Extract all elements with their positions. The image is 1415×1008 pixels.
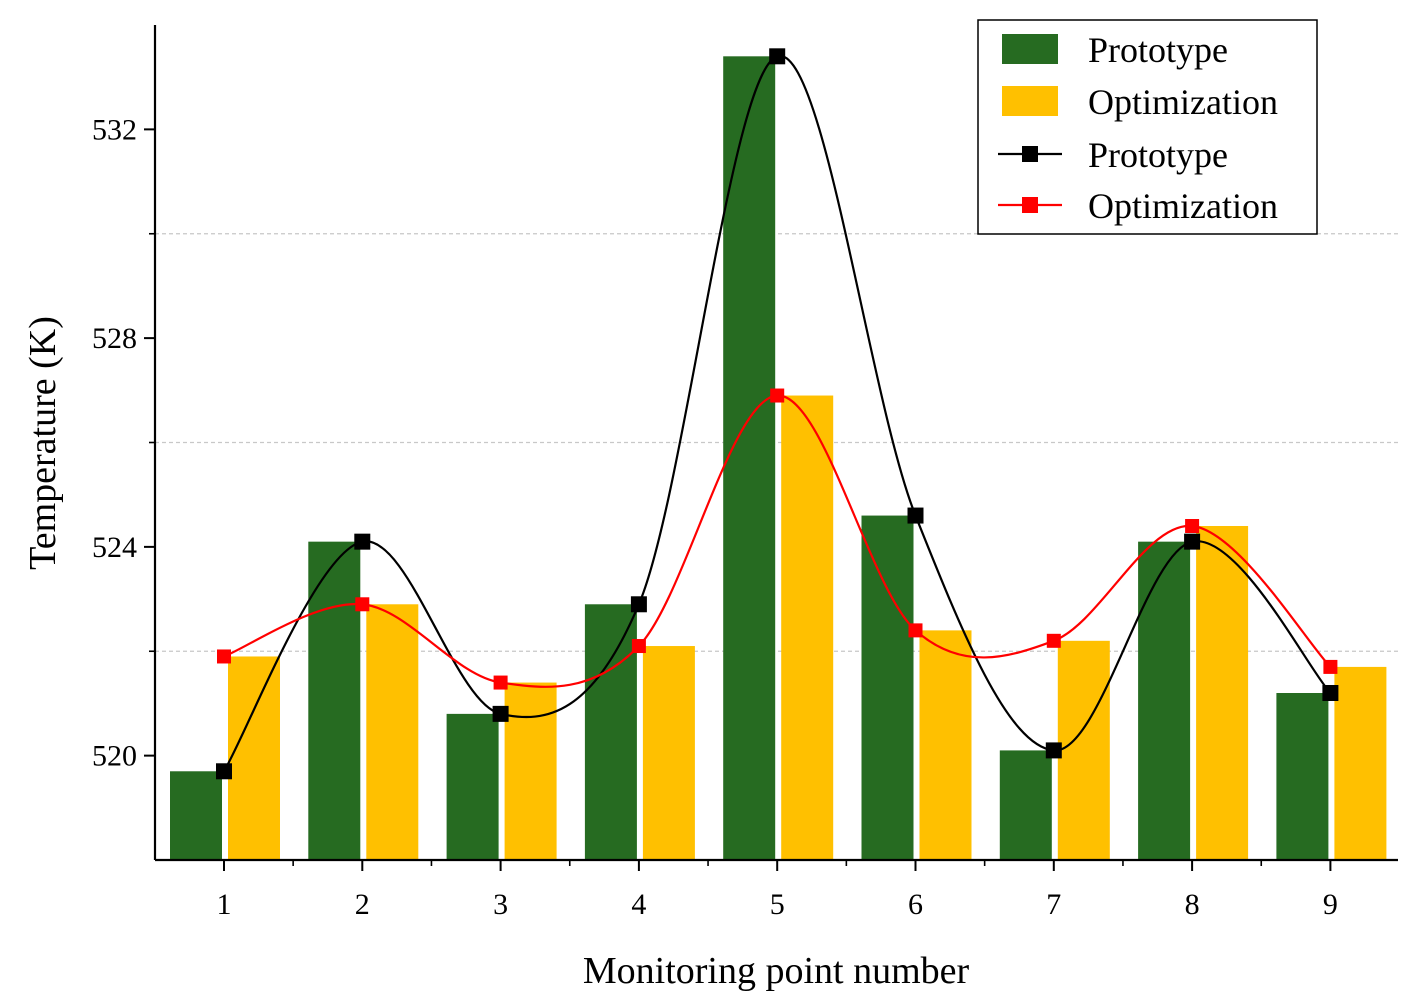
legend-swatch-marker-optimization (1022, 197, 1038, 213)
bar-prototype (723, 56, 776, 860)
marker-prototype (1184, 533, 1201, 550)
bars (170, 56, 1387, 860)
bar-optimization (919, 630, 972, 860)
marker-prototype (216, 763, 232, 780)
x-tick-label: 3 (493, 888, 508, 921)
x-tick-label: 1 (217, 888, 232, 921)
axes: 520 524 528 532 1 2 3 4 5 6 7 8 9 (92, 25, 1398, 921)
bar-prototype (170, 771, 222, 860)
bar-optimization (1057, 640, 1110, 860)
bar-prototype (861, 515, 914, 860)
y-tick-label: 532 (92, 113, 137, 146)
legend-label-prototype: Prototype (1088, 135, 1228, 175)
legend-swatch-bar-optimization (1002, 86, 1058, 116)
y-axis-title: Temperature (K) (22, 316, 64, 570)
bar-prototype (446, 713, 499, 860)
x-tick-label: 8 (1185, 888, 1200, 921)
bar-optimization (366, 604, 419, 860)
legend-label-optimization: Optimization (1088, 82, 1278, 122)
bar-prototype (308, 541, 361, 860)
bar-optimization (504, 682, 557, 860)
marker-optimization (1046, 633, 1061, 648)
x-tick-label: 9 (1323, 888, 1338, 921)
marker-optimization (217, 649, 231, 664)
y-tick-label: 520 (92, 740, 137, 773)
marker-prototype (907, 507, 924, 524)
marker-optimization (355, 597, 370, 612)
bar-optimization (1334, 666, 1387, 860)
bar-prototype (999, 750, 1052, 860)
y-tick-label: 524 (92, 531, 137, 564)
legend-label-optimization: Optimization (1088, 186, 1278, 226)
marker-optimization (631, 639, 646, 654)
marker-prototype (354, 533, 371, 550)
marker-optimization (1185, 519, 1200, 533)
marker-prototype (1322, 685, 1339, 701)
legend-label-prototype: Prototype (1088, 30, 1228, 70)
marker-prototype (769, 48, 786, 65)
x-tick-label: 5 (770, 888, 785, 921)
marker-prototype (492, 705, 509, 722)
y-tick-label: 528 (92, 322, 137, 355)
legend: Prototype Optimization Prototype Optimizati… (977, 19, 1318, 235)
marker-optimization (770, 388, 785, 403)
marker-optimization (493, 675, 508, 690)
bar-prototype (1138, 541, 1191, 860)
bar-prototype (1276, 693, 1329, 860)
bar-optimization (642, 646, 695, 860)
x-tick-label: 6 (908, 888, 923, 921)
series-lines (216, 48, 1339, 780)
x-axis-title: Monitoring point number (583, 950, 970, 992)
bar-optimization (228, 656, 280, 860)
legend-swatch-bar-prototype (1002, 34, 1058, 64)
legend-swatch-marker-prototype (1022, 146, 1038, 162)
x-tick-label: 4 (631, 888, 646, 921)
marker-prototype (630, 596, 647, 613)
bar-prototype (584, 604, 637, 860)
marker-optimization (1323, 659, 1338, 674)
bar-optimization (781, 395, 834, 860)
x-tick-label: 2 (355, 888, 370, 921)
x-tick-label: 7 (1046, 888, 1061, 921)
marker-prototype (1045, 742, 1062, 759)
marker-optimization (908, 623, 923, 638)
bar-optimization (1196, 526, 1249, 860)
